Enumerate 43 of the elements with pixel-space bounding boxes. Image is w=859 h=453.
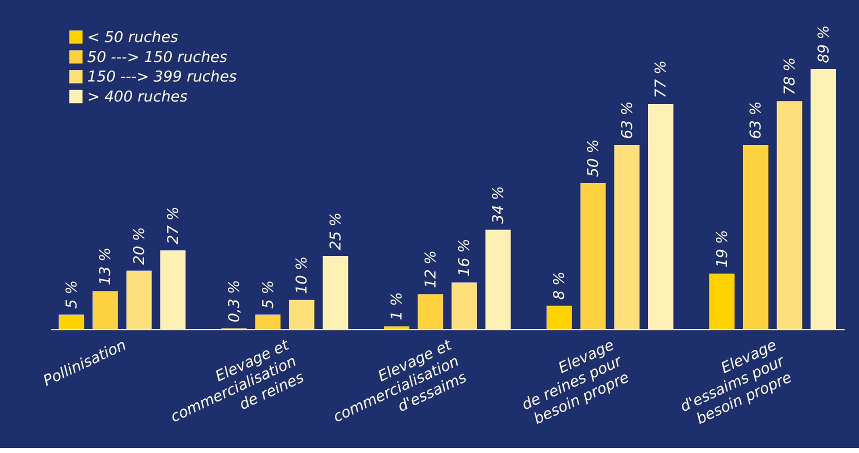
data-label: 78 % [780, 57, 798, 96]
bar [452, 282, 477, 330]
data-label: 0,3 % [224, 280, 243, 322]
bar [810, 68, 836, 330]
data-label: 12 % [421, 250, 440, 288]
data-label: 50 % [584, 139, 602, 178]
bar [648, 104, 674, 330]
data-label: 34 % [489, 186, 508, 224]
legend-label: < 50 ruches [87, 28, 178, 46]
data-label: 27 % [164, 206, 182, 244]
bar [546, 306, 572, 330]
legend-label: 50 ---> 150 ruches [87, 48, 228, 66]
bar [742, 144, 768, 330]
data-label: 1 % [388, 292, 406, 320]
data-label: 20 % [130, 226, 148, 265]
data-label: 89 % [814, 25, 832, 64]
data-label: 10 % [292, 256, 311, 294]
bar [255, 314, 281, 330]
data-label: 63 % [746, 101, 765, 140]
bar [92, 291, 118, 330]
data-label: 13 % [96, 247, 114, 286]
legend-label: 150 ---> 399 ruches [87, 68, 237, 86]
data-label: 77 % [652, 60, 670, 98]
bar [418, 294, 444, 330]
data-label: 5 % [258, 280, 277, 309]
data-label: 8 % [550, 272, 568, 300]
bar [614, 144, 640, 330]
bar [776, 101, 802, 330]
bar [384, 326, 410, 330]
data-label: 63 % [618, 101, 636, 140]
legend-label: > 400 ruches [87, 88, 188, 106]
data-label: 16 % [455, 238, 474, 276]
bar [58, 314, 84, 330]
data-label: 19 % [712, 230, 731, 268]
data-label: 25 % [326, 212, 344, 250]
data-label: 5 % [62, 280, 80, 309]
bar [709, 274, 735, 330]
bar [580, 182, 606, 330]
bar [126, 270, 152, 330]
bar [485, 230, 511, 330]
bar [288, 300, 314, 330]
bar [322, 256, 348, 330]
bar [160, 250, 186, 330]
